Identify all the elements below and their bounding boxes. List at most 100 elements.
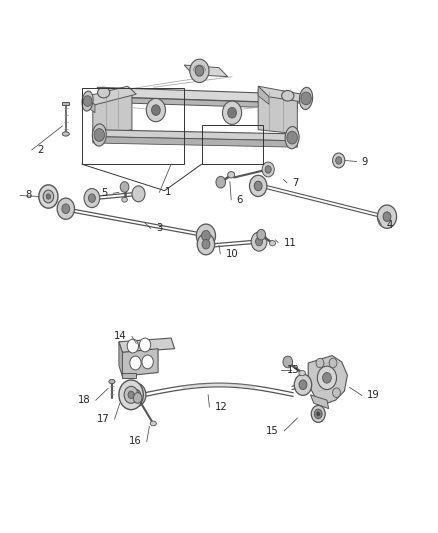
Circle shape [128,391,134,399]
Circle shape [283,356,293,368]
Circle shape [287,131,297,144]
Circle shape [301,92,311,105]
Text: 9: 9 [362,157,368,166]
Text: 18: 18 [78,395,91,405]
Text: 17: 17 [96,414,110,424]
Polygon shape [84,97,95,113]
Circle shape [39,185,58,208]
Circle shape [133,393,142,403]
Polygon shape [97,87,306,103]
Text: 19: 19 [367,390,380,400]
Polygon shape [84,86,136,105]
Ellipse shape [62,132,69,136]
Polygon shape [258,89,297,134]
Text: 1: 1 [165,187,171,197]
Circle shape [251,232,267,251]
Ellipse shape [269,240,276,246]
Ellipse shape [109,379,115,384]
Circle shape [299,380,307,390]
Circle shape [127,383,146,407]
Circle shape [322,373,331,383]
Circle shape [250,175,267,197]
Ellipse shape [285,126,299,149]
Ellipse shape [92,124,106,146]
Polygon shape [119,338,175,352]
Circle shape [120,182,129,192]
Ellipse shape [282,91,294,101]
Text: 4: 4 [387,220,393,230]
Polygon shape [258,86,269,104]
Circle shape [294,374,312,395]
Circle shape [43,190,53,203]
Circle shape [152,105,160,115]
Circle shape [318,366,336,390]
Text: 14: 14 [114,332,127,342]
Circle shape [216,176,226,188]
Circle shape [332,388,340,398]
Polygon shape [184,65,228,77]
Circle shape [317,412,320,416]
Circle shape [311,406,325,422]
Circle shape [262,162,274,177]
Polygon shape [258,86,311,103]
Circle shape [88,194,95,203]
Polygon shape [93,136,297,147]
Circle shape [196,224,215,247]
Circle shape [62,204,70,214]
Text: 10: 10 [226,249,238,259]
Circle shape [132,390,141,400]
Circle shape [223,101,242,124]
Circle shape [255,237,262,246]
Circle shape [139,338,151,352]
Ellipse shape [299,370,305,376]
Polygon shape [308,356,347,403]
Circle shape [124,386,138,403]
Circle shape [197,233,215,255]
Polygon shape [122,349,158,376]
Text: 6: 6 [237,195,243,205]
Polygon shape [93,89,132,136]
Circle shape [190,59,209,83]
Text: 16: 16 [129,437,141,447]
Text: 5: 5 [102,188,108,198]
Circle shape [329,358,337,368]
Polygon shape [122,373,136,378]
Circle shape [257,229,265,240]
Text: 3: 3 [156,223,162,233]
Circle shape [336,157,342,164]
Circle shape [383,212,391,221]
Ellipse shape [300,87,313,109]
Circle shape [146,99,166,122]
Circle shape [316,358,324,368]
Circle shape [202,239,210,249]
Text: 2: 2 [37,145,43,155]
Text: 12: 12 [215,402,227,412]
Circle shape [132,186,145,202]
Circle shape [119,380,143,410]
Text: 15: 15 [266,426,279,436]
Circle shape [378,205,396,228]
Polygon shape [311,395,328,409]
Polygon shape [119,342,122,376]
Ellipse shape [228,172,235,178]
Polygon shape [97,97,297,109]
Polygon shape [93,130,297,141]
Circle shape [254,181,262,191]
Circle shape [46,194,50,199]
Circle shape [314,409,322,419]
Circle shape [265,166,271,173]
Circle shape [228,108,237,118]
Circle shape [142,355,153,369]
Circle shape [130,356,141,370]
Text: 11: 11 [283,238,296,248]
Ellipse shape [122,197,127,202]
Circle shape [201,230,210,241]
Text: 8: 8 [25,190,32,200]
Text: 13: 13 [286,365,299,375]
Circle shape [57,198,74,219]
Circle shape [83,96,92,107]
Circle shape [84,189,100,208]
Ellipse shape [150,421,156,426]
Circle shape [195,66,204,76]
Circle shape [127,339,138,353]
